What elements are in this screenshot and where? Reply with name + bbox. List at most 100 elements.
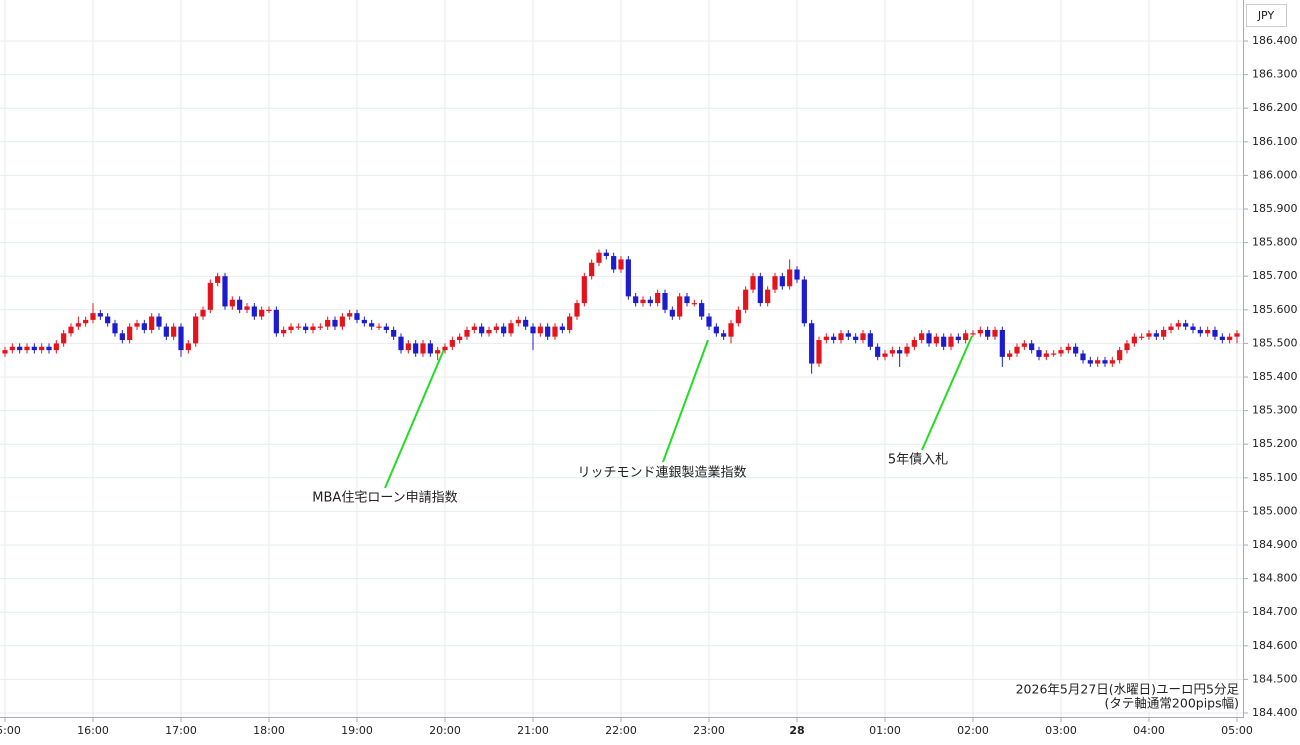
y-tick-label: 185.800 [1252, 236, 1298, 249]
candle-body [251, 306, 257, 317]
candle-body [442, 346, 448, 351]
candle-body [39, 346, 45, 351]
candle-body [1109, 360, 1115, 364]
candle-body [1036, 350, 1042, 357]
candle-body [1153, 333, 1159, 337]
candle-body [105, 316, 111, 324]
footer-line: 2026年5月27日(水曜日)ユーロ円5分足 [1016, 682, 1240, 697]
candle-body [178, 326, 184, 351]
candle-body [303, 326, 309, 330]
candle-body [97, 313, 103, 317]
grid [0, 0, 1243, 717]
candle-body [17, 346, 23, 351]
annotation-line [921, 335, 973, 451]
currency-box [1246, 4, 1287, 27]
candle-body [581, 276, 587, 304]
x-tick-label: 15:00 [0, 724, 21, 737]
candle-body [977, 329, 983, 334]
candle-body [1073, 346, 1079, 354]
y-tick-label: 184.400 [1252, 706, 1298, 719]
candle-body [31, 346, 37, 351]
candle-body [1227, 336, 1233, 341]
y-tick-label: 185.700 [1252, 269, 1298, 282]
candle-body [435, 350, 441, 354]
candle-body [68, 326, 74, 334]
candle-body [1183, 323, 1189, 327]
candle-body [486, 329, 492, 334]
candle-body [831, 336, 837, 341]
candle-body [127, 326, 133, 341]
x-tick-label: 05:00 [1221, 724, 1253, 737]
candle-body [1058, 350, 1064, 354]
y-tick-label: 185.900 [1252, 202, 1298, 215]
candle-body [640, 299, 646, 304]
x-tick-label: 04:00 [1133, 724, 1165, 737]
candle-body [427, 343, 433, 354]
x-tick-label: 19:00 [341, 724, 373, 737]
candle-body [493, 326, 499, 330]
candle-body [1087, 360, 1093, 364]
candle-body [779, 276, 785, 287]
x-tick-label: 02:00 [957, 724, 989, 737]
candle-body [691, 303, 697, 305]
candle-body [1175, 323, 1181, 327]
candle-body [941, 336, 947, 347]
candle-body [9, 346, 15, 351]
candle-body [1007, 353, 1013, 357]
candle-body [61, 333, 67, 344]
candle-body [1051, 353, 1057, 355]
annotation: 5年債入札 [888, 453, 948, 468]
candle-body [618, 259, 624, 270]
price-axis-panel [1243, 0, 1300, 745]
candle-body [193, 316, 199, 344]
candle-body [530, 326, 536, 334]
candle-body [750, 276, 756, 290]
candle-body [867, 333, 873, 347]
candle-body [647, 299, 653, 304]
candle-body [765, 289, 771, 304]
candle-body [90, 313, 96, 320]
annotation: MBA住宅ローン申請指数 [312, 491, 457, 506]
candle-body [735, 309, 741, 324]
candle-body [611, 256, 617, 270]
candle-body [809, 323, 815, 364]
candle-body [1124, 343, 1130, 351]
candle-body [1014, 346, 1020, 354]
candle-body [1131, 336, 1137, 344]
candle-body [383, 326, 389, 330]
y-tick-label: 186.200 [1252, 101, 1298, 114]
candle-body [244, 306, 250, 310]
y-tick-label: 185.200 [1252, 437, 1298, 450]
candle-body [1139, 336, 1145, 338]
y-tick-label: 184.700 [1252, 605, 1298, 618]
candle-body [926, 333, 932, 344]
candle-body [589, 262, 595, 277]
candle-body [171, 326, 177, 337]
candle-body [295, 326, 301, 328]
y-tick-label: 184.800 [1252, 572, 1298, 585]
candle-body [1065, 346, 1071, 351]
candle-body [237, 299, 243, 310]
candle-body [2, 350, 8, 354]
candle-body [963, 333, 969, 341]
candle-body [845, 333, 851, 337]
candle-body [457, 336, 463, 341]
candle-body [185, 343, 191, 351]
candle-body [933, 336, 939, 344]
candle-body [222, 276, 228, 307]
candle-body [1234, 333, 1240, 337]
y-tick-label: 185.300 [1252, 404, 1298, 417]
x-tick-label: 21:00 [517, 724, 549, 737]
candle-body [376, 326, 382, 328]
candle-body [141, 323, 147, 330]
candle-body [361, 319, 367, 324]
candle-body [721, 333, 727, 337]
candle-body [567, 316, 573, 330]
candle-body [1219, 336, 1225, 341]
candle-body [853, 336, 859, 341]
candle-body [882, 353, 888, 357]
candle-body [860, 333, 866, 341]
candle-body [215, 276, 221, 283]
